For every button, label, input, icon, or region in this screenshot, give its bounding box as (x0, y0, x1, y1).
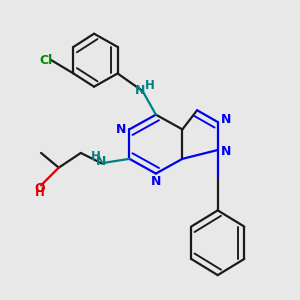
Text: N: N (135, 84, 146, 97)
Text: O: O (34, 182, 45, 195)
Text: Cl: Cl (39, 54, 53, 67)
Text: H: H (34, 186, 44, 199)
Text: N: N (221, 113, 232, 126)
Text: N: N (116, 123, 126, 136)
Text: H: H (145, 79, 155, 92)
Text: N: N (151, 175, 161, 188)
Text: H: H (91, 150, 100, 163)
Text: N: N (96, 155, 106, 168)
Text: N: N (221, 145, 232, 158)
